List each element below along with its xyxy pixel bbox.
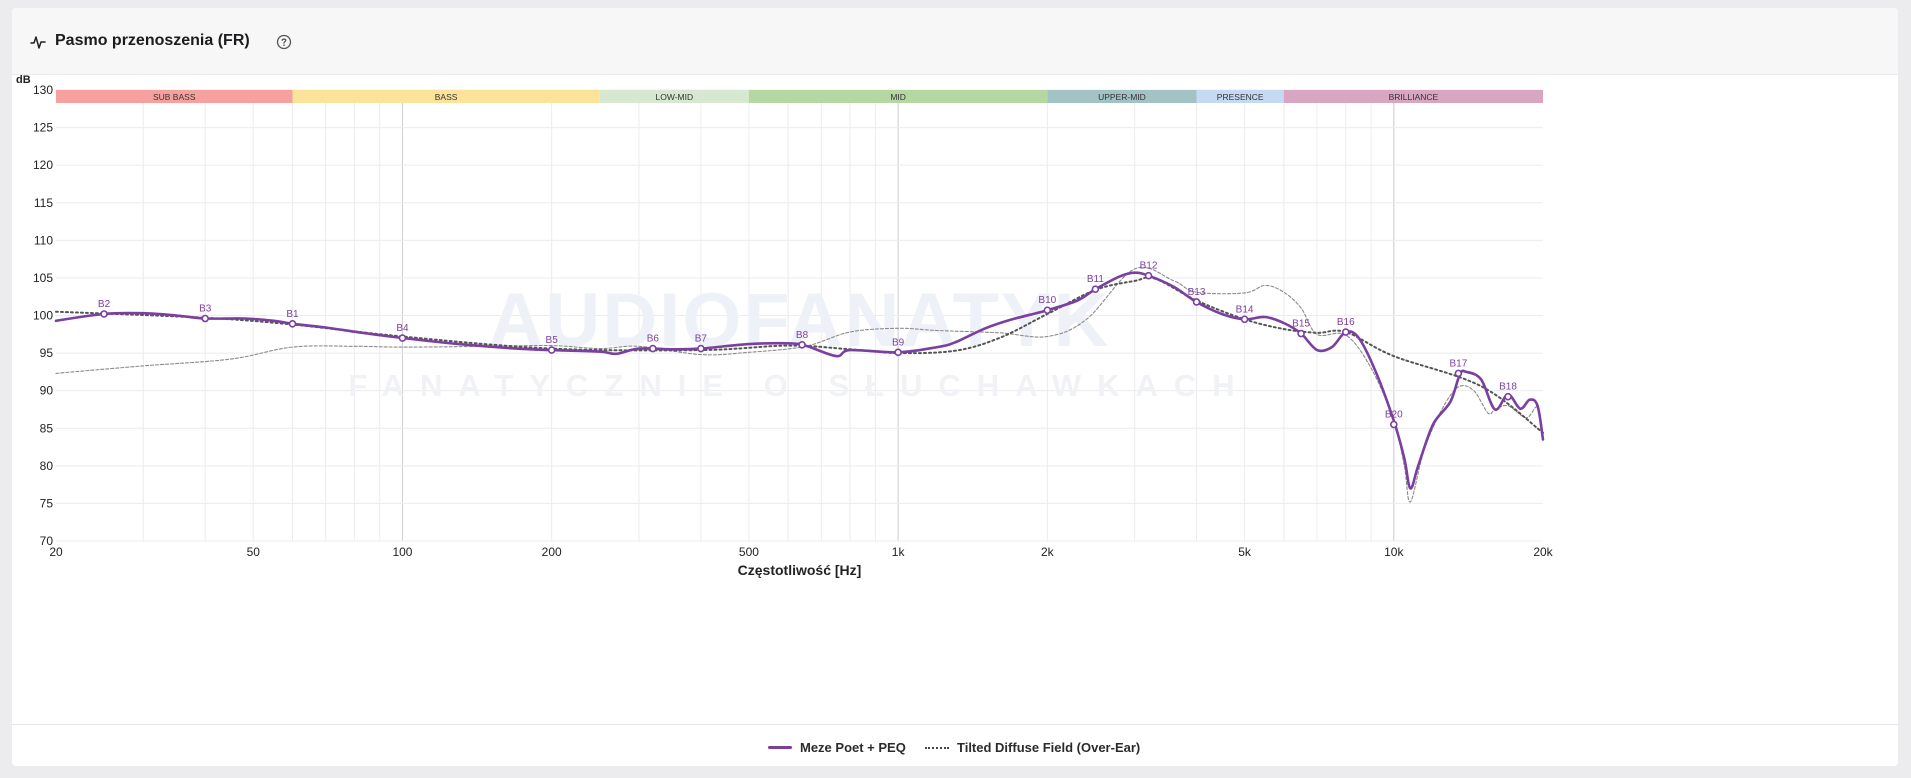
filter-marker	[1192, 298, 1201, 306]
filter-marker	[1389, 420, 1398, 429]
y-tick-label: 125	[33, 121, 53, 135]
filter-marker-label: B6	[647, 334, 660, 345]
y-tick-label: 115	[34, 196, 53, 210]
filter-marker	[1504, 392, 1512, 401]
filter-marker	[1297, 329, 1305, 338]
x-tick-label: 50	[247, 545, 261, 559]
band-upper-mid	[1047, 90, 1197, 103]
filter-marker-label: B7	[695, 334, 708, 345]
filter-marker-label: B18	[1499, 382, 1517, 393]
filter-marker-label: B20	[1385, 409, 1403, 420]
y-tick-label: 80	[40, 459, 54, 473]
x-tick-label: 200	[542, 545, 562, 559]
filter-marker	[1341, 328, 1350, 336]
filter-marker-label: B3	[199, 304, 212, 315]
help-circle-icon[interactable]	[276, 34, 292, 50]
y-tick-label: 120	[33, 158, 53, 172]
y-tick-label: 130	[33, 83, 53, 97]
y-tick-label: 90	[40, 384, 54, 398]
band-label: SUB BASS	[153, 92, 196, 102]
filter-marker-label: B13	[1188, 287, 1206, 298]
x-tick-label: 1k	[892, 545, 906, 559]
filter-marker-label: B12	[1140, 261, 1158, 272]
filter-marker	[100, 310, 108, 318]
band-brilliance	[1283, 90, 1543, 103]
filter-marker-label: B16	[1337, 317, 1355, 328]
legend: Meze Poet + PEQ Tilted Diffuse Field (Ov…	[12, 724, 1898, 767]
y-tick-label: 75	[40, 496, 54, 510]
x-tick-label: 10k	[1384, 545, 1404, 559]
filter-marker-label: B8	[796, 330, 809, 341]
filter-marker	[201, 314, 210, 323]
filter-marker-label: B2	[98, 299, 111, 310]
filter-marker	[1091, 285, 1100, 293]
frequency-response-card: Pasmo przenoszenia (FR) AUDIOFANATYK FANA…	[12, 8, 1898, 766]
filter-marker	[1240, 315, 1249, 324]
filter-marker	[1454, 369, 1463, 378]
y-tick-label: 105	[33, 271, 53, 285]
band-sub-bass	[56, 90, 293, 103]
watermark-subtitle: FANATYCZNIE O SŁUCHAWKACH	[348, 368, 1250, 403]
page-title: Pasmo przenoszenia (FR)	[55, 32, 250, 49]
band-label: BRILLIANCE	[1389, 92, 1439, 102]
filter-marker-label: B1	[286, 309, 299, 320]
x-tick-label: 20	[49, 545, 63, 559]
filter-marker-label: B4	[396, 323, 409, 334]
x-axis-label: Częstotliwość [Hz]	[738, 562, 862, 578]
pulse-icon	[30, 36, 46, 49]
filter-marker	[398, 334, 407, 342]
band-label: BASS	[435, 92, 458, 102]
filter-marker-label: B15	[1292, 319, 1310, 330]
filter-marker	[649, 344, 657, 353]
band-bass	[292, 90, 600, 103]
band-label: MID	[890, 92, 906, 102]
y-tick-label: 70	[40, 534, 54, 548]
y-tick-label: 100	[33, 309, 53, 323]
legend-swatch-dotted	[925, 746, 949, 749]
filter-marker	[288, 319, 297, 328]
filter-marker	[1144, 271, 1153, 280]
x-tick-label: 100	[392, 545, 412, 559]
filter-marker	[798, 341, 806, 349]
filter-marker	[894, 348, 902, 357]
filter-marker-label: B17	[1449, 358, 1467, 369]
filter-marker-label: B11	[1087, 274, 1104, 285]
x-tick-label: 20k	[1533, 545, 1553, 559]
filter-marker	[1043, 306, 1052, 315]
filter-marker-label: B10	[1038, 295, 1056, 306]
y-tick-label: 95	[40, 346, 54, 360]
band-label: LOW-MID	[655, 92, 693, 102]
filter-marker-label: B14	[1236, 304, 1254, 315]
x-tick-label: 500	[739, 545, 759, 559]
x-tick-label: 5k	[1238, 545, 1252, 559]
card-header: Pasmo przenoszenia (FR)	[12, 8, 1898, 75]
y-tick-label: 85	[40, 421, 54, 435]
band-label: PRESENCE	[1217, 92, 1264, 102]
legend-item-target[interactable]: Tilted Diffuse Field (Over-Ear)	[925, 740, 1140, 755]
legend-label: Tilted Diffuse Field (Over-Ear)	[957, 740, 1141, 755]
legend-label: Meze Poet + PEQ	[800, 740, 906, 755]
filter-marker-label: B9	[892, 337, 905, 348]
legend-swatch-solid	[768, 746, 792, 749]
x-tick-label: 2k	[1041, 545, 1055, 559]
band-label: UPPER-MID	[1098, 92, 1146, 102]
filter-marker	[697, 344, 705, 353]
legend-item-meze-poet[interactable]: Meze Poet + PEQ	[768, 740, 906, 755]
y-tick-label: 110	[34, 233, 53, 247]
band-presence	[1196, 90, 1284, 103]
filter-marker-label: B5	[546, 335, 559, 346]
series-line-meze-poet-peq	[54, 271, 1545, 490]
y-axis-label: dB	[16, 74, 31, 86]
band-mid	[748, 90, 1048, 103]
filter-marker	[547, 346, 556, 354]
band-low-mid	[599, 90, 749, 103]
